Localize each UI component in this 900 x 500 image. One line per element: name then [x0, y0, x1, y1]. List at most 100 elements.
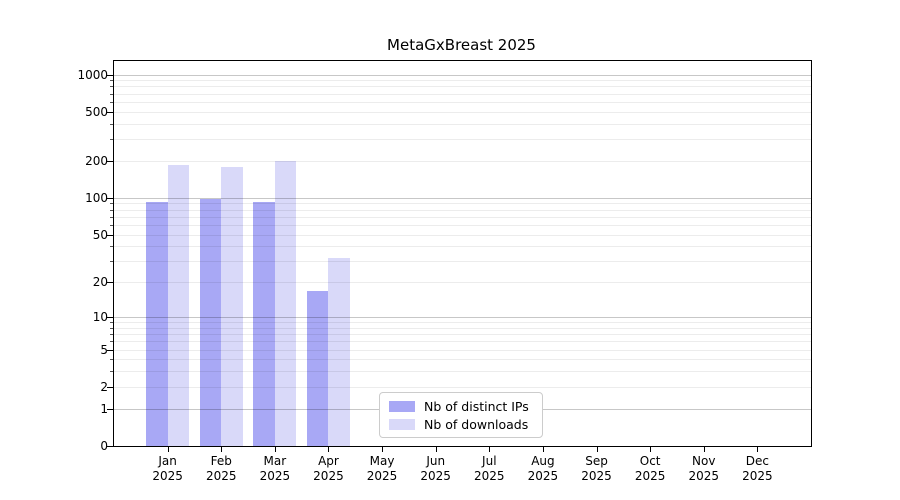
y-tick-mark: [107, 160, 113, 162]
y-gridline-minor: [114, 359, 811, 361]
x-tick-mark: [596, 447, 598, 452]
y-gridline-minor: [114, 349, 811, 351]
y-gridline-minor: [114, 160, 811, 162]
y-gridline-minor: [114, 234, 811, 236]
y-tick-mark: [107, 111, 113, 113]
legend-label: Nb of distinct IPs: [424, 398, 529, 414]
y-tick-mark-minor: [110, 203, 113, 205]
y-tick-label: 0: [100, 439, 108, 453]
y-tick-mark-minor: [110, 341, 113, 343]
x-tick-label: Dec 2025: [742, 454, 773, 483]
y-gridline-minor: [114, 209, 811, 211]
legend-item-distinct-ips: Nb of distinct IPs: [380, 399, 542, 414]
y-tick-mark: [107, 349, 113, 351]
y-gridline-minor: [114, 322, 811, 324]
x-tick-label: Nov 2025: [688, 454, 720, 483]
y-gridline-minor: [114, 334, 811, 336]
y-tick-mark: [107, 234, 113, 236]
y-gridline-minor: [114, 246, 811, 248]
x-tick-label: Mar 2025: [259, 454, 291, 483]
y-gridline-minor: [114, 111, 811, 113]
y-gridline-major: [114, 317, 811, 319]
bar-downloads-jan: [167, 164, 190, 446]
y-tick-label: 500: [85, 104, 108, 119]
y-tick-label: 5: [100, 342, 108, 357]
bar-distinct-ips-jan: [146, 201, 168, 446]
x-tick-mark: [221, 447, 223, 452]
y-tick-label: 2: [100, 379, 108, 394]
legend-item-downloads: Nb of downloads: [380, 417, 542, 432]
y-tick-label: 100: [85, 190, 108, 205]
y-tick-label: 20: [92, 275, 108, 290]
bar-downloads-feb: [221, 167, 243, 446]
y-gridline-minor: [114, 80, 811, 82]
y-tick-mark-minor: [110, 216, 113, 218]
y-gridline-minor: [114, 224, 811, 226]
bar-downloads-apr: [328, 257, 350, 446]
legend-label: Nb of downloads: [424, 416, 529, 432]
x-tick-mark: [489, 447, 491, 452]
x-tick-label: Aug 2025: [527, 454, 559, 483]
y-gridline-minor: [114, 203, 811, 205]
x-tick-mark: [167, 447, 169, 452]
x-tick-mark: [650, 447, 652, 452]
y-tick-mark-minor: [110, 327, 113, 329]
y-tick-mark-minor: [110, 246, 113, 248]
x-tick-mark: [757, 447, 759, 452]
bar-downloads-mar: [274, 160, 297, 446]
y-tick-mark-minor: [110, 80, 113, 82]
y-gridline-minor: [114, 327, 811, 329]
y-gridline-minor: [114, 123, 811, 125]
y-tick-mark-minor: [110, 261, 113, 263]
x-tick-mark: [382, 447, 384, 452]
chart-title: MetaGxBreast 2025: [387, 36, 536, 54]
y-gridline-minor: [114, 216, 811, 218]
y-tick-mark: [107, 446, 113, 447]
y-tick-mark: [107, 282, 113, 284]
distinct-ips-swatch-icon: [389, 400, 415, 412]
x-tick-mark: [435, 447, 437, 452]
y-tick-mark: [107, 408, 113, 410]
downloads-swatch-icon: [389, 418, 415, 430]
y-tick-mark: [107, 386, 113, 388]
y-tick-mark-minor: [110, 209, 113, 211]
x-tick-label: Sep 2025: [581, 454, 612, 483]
y-tick-label: 1000: [77, 67, 108, 82]
y-tick-mark-minor: [110, 139, 113, 141]
x-tick-mark: [328, 447, 330, 452]
y-tick-mark-minor: [110, 123, 113, 125]
y-tick-mark: [107, 197, 113, 199]
y-tick-label: 10: [92, 310, 108, 325]
y-gridline-minor: [114, 86, 811, 88]
y-gridline-major: [114, 74, 811, 76]
y-tick-mark-minor: [110, 93, 113, 95]
y-tick-mark-minor: [110, 322, 113, 324]
bar-distinct-ips-apr: [307, 290, 329, 446]
x-tick-label: Jul 2025: [474, 454, 505, 483]
y-tick-label: 50: [92, 227, 108, 242]
y-tick-mark-minor: [110, 334, 113, 336]
y-gridline-major: [114, 197, 811, 199]
y-gridline-minor: [114, 139, 811, 141]
legend: Nb of distinct IPs Nb of downloads: [379, 392, 543, 438]
y-gridline-minor: [114, 101, 811, 103]
x-tick-mark: [542, 447, 544, 452]
y-tick-label: 1: [100, 401, 108, 416]
y-gridline-minor: [114, 282, 811, 284]
y-tick-mark-minor: [110, 101, 113, 103]
y-gridline-minor: [114, 261, 811, 263]
y-tick-mark-minor: [110, 371, 113, 373]
y-gridline-minor: [114, 341, 811, 343]
y-tick-label: 200: [85, 153, 108, 168]
x-tick-label: Feb 2025: [205, 454, 237, 483]
y-gridline-minor: [114, 371, 811, 373]
bar-distinct-ips-mar: [253, 201, 275, 446]
y-tick-mark: [107, 74, 113, 76]
plot-area: Nb of distinct IPs Nb of downloads 0 1 2 5 1…: [77, 60, 812, 483]
bar-distinct-ips-feb: [199, 199, 222, 446]
y-gridline-minor: [114, 386, 811, 388]
x-tick-label: Jun 2025: [420, 454, 451, 483]
y-tick-mark-minor: [110, 224, 113, 226]
x-tick-label: Apr 2025: [313, 454, 344, 483]
